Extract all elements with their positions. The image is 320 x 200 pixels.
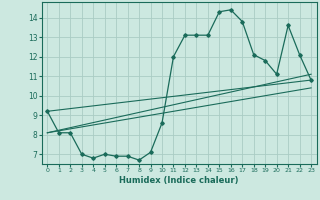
X-axis label: Humidex (Indice chaleur): Humidex (Indice chaleur) — [119, 176, 239, 185]
